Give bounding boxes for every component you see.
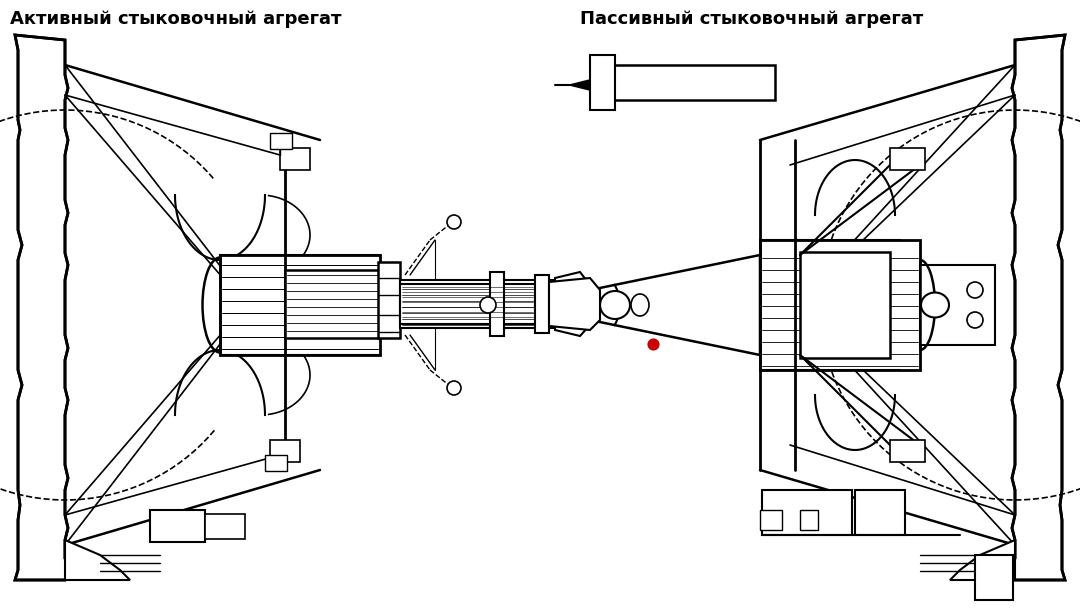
Bar <box>855 490 905 535</box>
Bar <box>490 272 504 336</box>
Bar <box>590 55 615 110</box>
Ellipse shape <box>600 291 630 319</box>
Circle shape <box>447 381 461 395</box>
Polygon shape <box>555 272 590 336</box>
Bar <box>150 510 205 542</box>
Circle shape <box>447 215 461 229</box>
Bar <box>378 262 400 338</box>
Polygon shape <box>590 255 760 355</box>
Point <box>645 339 662 348</box>
Bar <box>285 270 380 338</box>
Polygon shape <box>15 35 68 580</box>
Bar <box>600 65 775 100</box>
Polygon shape <box>549 278 600 330</box>
Bar <box>205 514 245 539</box>
Bar <box>400 284 535 324</box>
Bar <box>270 440 300 462</box>
Polygon shape <box>65 540 130 580</box>
Bar <box>800 252 890 358</box>
Bar <box>760 240 920 370</box>
Bar <box>270 133 292 149</box>
Circle shape <box>967 282 983 298</box>
Text: Пассивный стыковочный агрегат: Пассивный стыковочный агрегат <box>580 10 923 28</box>
Ellipse shape <box>631 294 649 316</box>
Bar <box>762 490 852 535</box>
Bar <box>890 440 924 462</box>
Bar <box>800 510 818 530</box>
Polygon shape <box>1012 35 1065 580</box>
Bar <box>760 510 782 530</box>
Circle shape <box>480 297 496 313</box>
Text: Активный стыковочный агрегат: Активный стыковочный агрегат <box>10 10 341 28</box>
Bar <box>535 275 549 333</box>
Bar <box>400 280 555 328</box>
Bar <box>280 148 310 170</box>
Circle shape <box>967 312 983 328</box>
Ellipse shape <box>921 292 949 317</box>
Bar <box>890 148 924 170</box>
Polygon shape <box>950 540 1015 580</box>
Bar <box>920 265 995 345</box>
Bar <box>975 555 1013 600</box>
Polygon shape <box>570 80 590 90</box>
Bar <box>265 455 287 471</box>
Bar <box>220 255 380 355</box>
